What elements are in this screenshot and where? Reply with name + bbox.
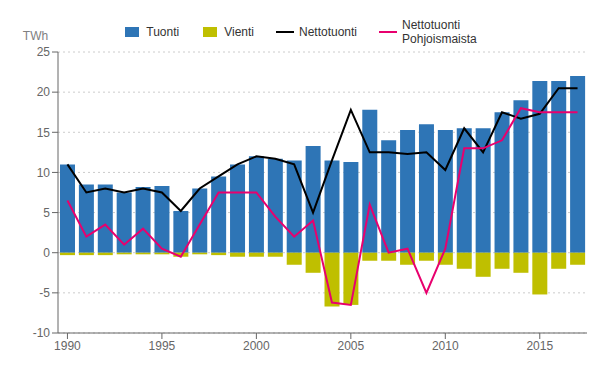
html-text:Tuonti: Tuonti (146, 25, 180, 39)
svg-text:5: 5 (43, 206, 50, 220)
html-text:Nettotuonti: Nettotuonti (299, 25, 357, 39)
svg-text:15: 15 (37, 126, 51, 140)
svg-text:1995: 1995 (149, 339, 176, 353)
svg-text:2015: 2015 (526, 339, 553, 353)
svg-text:10: 10 (37, 166, 51, 180)
svg-text:20: 20 (37, 85, 51, 99)
svg-text:TWh: TWh (23, 29, 48, 43)
svg-text:2010: 2010 (432, 339, 459, 353)
svg-text:-10: -10 (33, 326, 51, 340)
svg-text:2005: 2005 (337, 339, 364, 353)
html-text:Nettotuonti Pohjoismaista: Nettotuonti Pohjoismaista (402, 18, 477, 46)
svg-text:25: 25 (37, 45, 51, 59)
html-text:Vienti: Vienti (224, 25, 254, 39)
svg-text:0: 0 (43, 246, 50, 260)
svg-text:1990: 1990 (54, 339, 81, 353)
svg-text:-5: -5 (39, 286, 50, 300)
svg-text:2000: 2000 (243, 339, 270, 353)
